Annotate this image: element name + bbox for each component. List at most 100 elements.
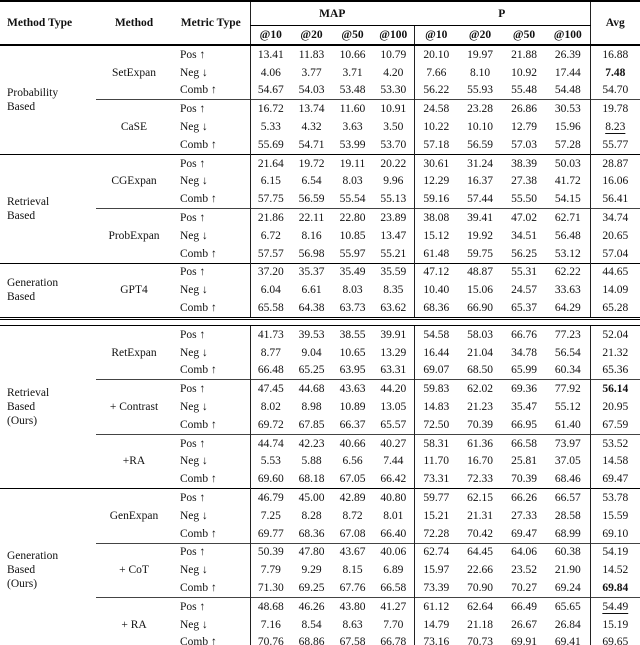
value-cell: 39.41 <box>458 208 502 227</box>
metric-cell: Neg ↓ <box>180 175 208 188</box>
method-cell: + CoT <box>96 542 172 598</box>
metric-cell: Pos ↑ <box>180 328 206 341</box>
value-cell: 10.89 <box>339 401 366 414</box>
table-row: Neg ↓ 6.72 8.16 10.85 13.47 15.12 19.92 34.51 56… <box>0 226 640 245</box>
value-cell: 66.37 <box>339 418 366 431</box>
method-cell: GPT4 <box>96 262 172 319</box>
value-cell: 23.89 <box>373 208 414 227</box>
table-row: Neg ↓ 7.25 8.28 8.72 8.01 15.21 21.31 27.33 28.5… <box>0 506 640 525</box>
value-cell: 70.39 <box>467 418 493 431</box>
value-cell: 23.52 <box>511 564 537 577</box>
value-cell: 58.03 <box>467 328 493 341</box>
value-cell: 57.03 <box>511 138 537 151</box>
metric-cell: Pos ↑ <box>172 542 250 562</box>
value-cell: 21.64 <box>249 153 291 173</box>
value-cell: 63.95 <box>339 364 366 377</box>
value-cell: 43.80 <box>332 596 373 616</box>
value-cell: 30.61 <box>413 153 458 173</box>
value-cell: 66.78 <box>380 636 407 645</box>
value-cell: 4.32 <box>301 121 322 134</box>
avg-cell: 56.41 <box>589 190 640 209</box>
value-cell: 66.48 <box>249 361 291 380</box>
value-cell: 21.18 <box>467 618 493 631</box>
value-cell: 16.70 <box>467 455 493 468</box>
metric-cell: Pos ↑ <box>180 48 206 61</box>
value-cell: 54.03 <box>298 84 325 97</box>
value-cell: 69.72 <box>249 415 291 435</box>
value-cell: 68.50 <box>467 364 493 377</box>
avg-cell: 16.06 <box>589 172 640 191</box>
metric-cell: Comb ↑ <box>180 418 217 431</box>
section-split-cell <box>0 316 640 326</box>
metric-cell: Neg ↓ <box>180 346 208 359</box>
value-cell: 63.62 <box>380 302 407 315</box>
value-cell: 61.36 <box>458 433 502 453</box>
method-type-cell: Probability Based <box>7 86 59 113</box>
value-cell: 54.48 <box>554 84 581 97</box>
value-cell: 6.72 <box>249 226 291 245</box>
value-cell: 10.85 <box>339 229 366 242</box>
value-cell: 8.02 <box>249 398 291 416</box>
value-cell: 26.86 <box>502 99 546 119</box>
value-cell: 9.29 <box>301 564 322 577</box>
method-cell: + Contrast <box>96 379 172 435</box>
header-group-row: Method Type Method Metric Type MAP P Avg <box>0 1 640 45</box>
value-cell: 38.55 <box>339 328 366 341</box>
value-cell: 4.06 <box>249 63 291 82</box>
avg-cell: 53.78 <box>589 488 640 507</box>
value-cell: 21.86 <box>249 208 291 227</box>
value-cell: 66.57 <box>546 488 591 507</box>
table-row: + Contrast Pos ↑ 47.45 44.68 43.63 44.20 59.83… <box>0 379 640 435</box>
avg-cell: 65.28 <box>589 299 640 319</box>
metric-cell: Pos ↑ <box>172 433 250 453</box>
value-cell: 3.63 <box>342 121 363 134</box>
table-row: CaSE Pos ↑ 16.72 13.74 11.60 10.91 24.58 23.28 2… <box>0 99 640 155</box>
value-cell: 26.67 <box>511 618 537 631</box>
value-cell: 44.20 <box>373 379 414 399</box>
value-cell: 8.28 <box>301 509 322 522</box>
table-row: Neg ↓ 8.02 8.98 10.89 13.05 14.83 21.23 35.47 55… <box>0 398 640 416</box>
value-cell: 41.73 <box>249 325 291 344</box>
avg-cell: 54.19 <box>589 542 640 562</box>
table-row: Neg ↓ 4.06 3.77 3.71 4.20 7.66 8.10 10.92 17.44 7… <box>0 63 640 82</box>
value-cell: 6.04 <box>249 281 291 300</box>
col-header-method: Method <box>114 17 154 29</box>
value-cell: 27.38 <box>511 175 537 188</box>
value-cell: 30.53 <box>546 99 591 119</box>
avg-cell: 69.10 <box>589 524 640 544</box>
value-cell: 21.88 <box>511 48 537 61</box>
value-cell: 73.39 <box>413 579 458 598</box>
value-cell: 47.12 <box>413 262 458 282</box>
table-row: Comb ↑ 71.30 69.25 67.76 66.58 73.39 70.90 70.2… <box>0 579 640 598</box>
value-cell: 54.71 <box>298 138 325 151</box>
value-cell: 16.72 <box>249 99 291 119</box>
value-cell: 67.76 <box>339 582 366 594</box>
value-cell: 56.59 <box>467 138 493 151</box>
value-cell: 34.51 <box>511 229 537 242</box>
value-cell: 3.50 <box>383 121 404 134</box>
value-cell: 73.97 <box>546 433 591 453</box>
avg-cell: 7.48 <box>589 63 640 82</box>
avg-cell: 14.52 <box>589 561 640 580</box>
value-cell: 28.58 <box>554 509 581 522</box>
value-cell: 53.30 <box>380 84 407 97</box>
value-cell: 57.75 <box>249 190 291 209</box>
value-cell: 55.31 <box>502 262 546 282</box>
value-cell: 10.92 <box>511 66 537 79</box>
value-cell: 46.79 <box>249 488 291 507</box>
value-cell: 70.42 <box>467 527 493 540</box>
table-row: Comb ↑ 65.58 64.38 63.73 63.62 68.36 66.90 65.3… <box>0 299 640 319</box>
value-cell: 65.99 <box>511 364 537 377</box>
value-cell: 13.74 <box>291 99 332 119</box>
metric-cell: Neg ↓ <box>180 455 208 468</box>
metric-cell: Comb ↑ <box>180 582 217 594</box>
col-header-p-at10: @10 <box>413 25 458 45</box>
table-row: Neg ↓ 5.53 5.88 6.56 7.44 11.70 16.70 25.81 37.0… <box>0 452 640 471</box>
avg-cell: 14.09 <box>589 281 640 300</box>
value-cell: 55.97 <box>339 247 366 260</box>
value-cell: 66.76 <box>511 328 537 341</box>
metric-cell: Comb ↑ <box>180 364 217 377</box>
value-cell: 19.11 <box>332 153 373 173</box>
